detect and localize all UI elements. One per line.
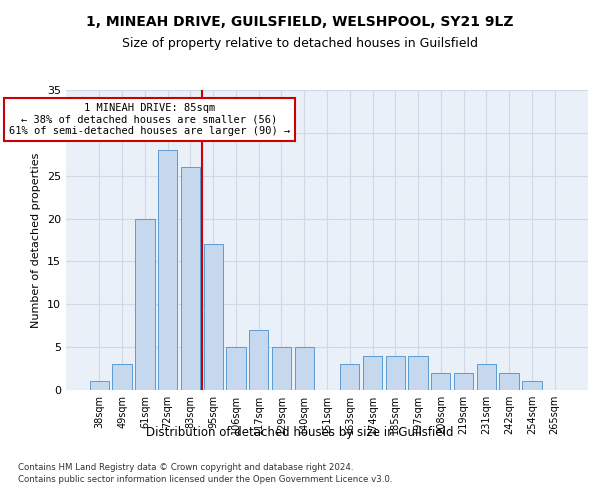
Text: Contains public sector information licensed under the Open Government Licence v3: Contains public sector information licen… [18,475,392,484]
Bar [409,356,428,390]
Bar [272,347,291,390]
Bar [431,373,451,390]
Bar [340,364,359,390]
Text: 1, MINEAH DRIVE, GUILSFIELD, WELSHPOOL, SY21 9LZ: 1, MINEAH DRIVE, GUILSFIELD, WELSHPOOL, … [86,15,514,29]
Text: Distribution of detached houses by size in Guilsfield: Distribution of detached houses by size … [146,426,454,439]
Bar [386,356,405,390]
Bar [226,347,245,390]
Bar [249,330,268,390]
Bar [499,373,519,390]
Text: Size of property relative to detached houses in Guilsfield: Size of property relative to detached ho… [122,38,478,51]
Bar [158,150,178,390]
Bar [203,244,223,390]
Bar [181,167,200,390]
Bar [90,382,109,390]
Bar [476,364,496,390]
Bar [112,364,132,390]
Bar [363,356,382,390]
Bar [135,218,155,390]
Text: Contains HM Land Registry data © Crown copyright and database right 2024.: Contains HM Land Registry data © Crown c… [18,464,353,472]
Bar [454,373,473,390]
Text: 1 MINEAH DRIVE: 85sqm
← 38% of detached houses are smaller (56)
61% of semi-deta: 1 MINEAH DRIVE: 85sqm ← 38% of detached … [9,103,290,136]
Bar [522,382,542,390]
Bar [295,347,314,390]
Y-axis label: Number of detached properties: Number of detached properties [31,152,41,328]
